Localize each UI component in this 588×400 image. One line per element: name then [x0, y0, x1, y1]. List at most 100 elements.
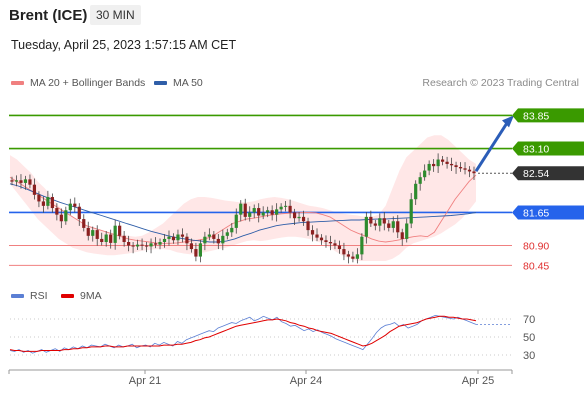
candle-body	[82, 219, 86, 228]
candle-body	[297, 216, 301, 219]
x-tick-label: Apr 21	[129, 375, 161, 387]
candle-body	[207, 234, 211, 237]
level-tag-bg	[512, 205, 584, 220]
legend-ma50: MA 50	[154, 77, 203, 89]
candle-body	[279, 206, 283, 210]
candle-body	[59, 214, 63, 222]
legend-ma20: MA 20 + Bollinger Bands	[11, 77, 145, 89]
candle-body	[432, 163, 436, 167]
rsi-swatch	[11, 294, 24, 298]
candle-body	[185, 236, 189, 244]
candle-body	[212, 234, 216, 239]
candle-body	[275, 209, 279, 215]
rsi-label: RSI	[30, 290, 48, 302]
candle-body	[324, 240, 328, 243]
candle-body	[194, 249, 198, 257]
instrument-title: Brent (ICE)	[9, 7, 88, 24]
candle-body	[270, 210, 274, 215]
candle-body	[423, 170, 427, 178]
candle-body	[46, 197, 50, 206]
candle-body	[252, 208, 256, 213]
candle-body	[153, 243, 158, 245]
level-tag-label: 80.45	[523, 260, 549, 272]
candle-body	[167, 236, 171, 239]
candle-body	[364, 216, 368, 237]
candle-body	[41, 201, 45, 206]
level-tag-83.10: 83.10	[512, 141, 584, 156]
target-arrow-shaft	[474, 120, 510, 173]
candle-body	[315, 234, 319, 238]
candle-body	[77, 206, 81, 220]
candle-body	[351, 256, 355, 259]
candle-body	[306, 221, 310, 231]
ma20-line	[9, 174, 477, 244]
candle-body	[176, 234, 180, 241]
candle-body	[288, 205, 292, 213]
candle-body	[100, 238, 104, 243]
candle-body	[221, 235, 225, 244]
level-tag-80.90: 80.90	[523, 241, 549, 253]
candle-body	[445, 161, 449, 164]
candle-body	[319, 237, 324, 241]
candle-body	[328, 242, 333, 244]
candle-body	[369, 216, 373, 224]
candle-body	[144, 245, 149, 247]
timestamp: Tuesday, April 25, 2023 1:57:15 AM CET	[11, 38, 237, 52]
candle-body	[37, 194, 41, 202]
candle-body	[337, 245, 342, 250]
candle-body	[310, 230, 315, 235]
candle-body	[333, 243, 337, 246]
candle-body	[216, 238, 220, 244]
candle-body	[248, 212, 252, 217]
candle-body	[118, 225, 122, 236]
candle-body	[32, 184, 37, 195]
candle-body	[113, 225, 117, 243]
candle-body	[414, 183, 418, 200]
candle-body	[346, 254, 351, 257]
candle-body	[158, 242, 162, 245]
candle-body	[441, 159, 445, 162]
candle-body	[239, 203, 243, 215]
candle-body	[449, 163, 454, 166]
candle-body	[409, 199, 413, 224]
candle-body	[396, 221, 400, 233]
candle-body	[387, 223, 391, 228]
candle-body	[463, 168, 467, 170]
x-tick-label: Apr 25	[462, 375, 494, 387]
candle-body	[436, 159, 440, 167]
level-tag-bg	[512, 166, 584, 181]
candle-body	[292, 212, 297, 219]
candle-body	[355, 254, 359, 259]
candle-body	[140, 244, 144, 246]
level-tag-label: 82.54	[523, 168, 549, 180]
candle-body	[127, 242, 131, 246]
candle-body	[257, 208, 261, 216]
candle-body	[400, 232, 404, 239]
candle-body	[86, 227, 90, 236]
candle-body	[10, 180, 14, 182]
candle-body	[382, 218, 386, 224]
rsi-tick-label: 30	[523, 350, 535, 362]
candle-body	[23, 179, 28, 183]
candle-body	[55, 208, 59, 215]
target-arrow-head	[502, 115, 514, 128]
candle-body	[467, 169, 472, 172]
ma9-swatch	[61, 294, 74, 298]
candle-body	[28, 179, 32, 185]
ma20-label: MA 20 + Bollinger Bands	[30, 77, 146, 89]
bollinger-band-area	[10, 135, 476, 261]
candle-body	[162, 238, 167, 243]
candle-body	[342, 249, 346, 255]
candle-body	[149, 243, 153, 247]
candle-body	[73, 203, 77, 207]
ma50-swatch	[154, 81, 167, 85]
level-tag-label: 80.90	[523, 241, 549, 253]
candle-body	[391, 221, 395, 228]
timeframe-badge[interactable]: 30 MIN	[90, 5, 141, 25]
level-tag-label: 83.10	[523, 144, 549, 156]
level-tag-label: 83.85	[523, 110, 549, 122]
candle-body	[360, 236, 364, 255]
level-tag-82.54: 82.54	[512, 166, 584, 181]
candle-body	[50, 197, 54, 209]
